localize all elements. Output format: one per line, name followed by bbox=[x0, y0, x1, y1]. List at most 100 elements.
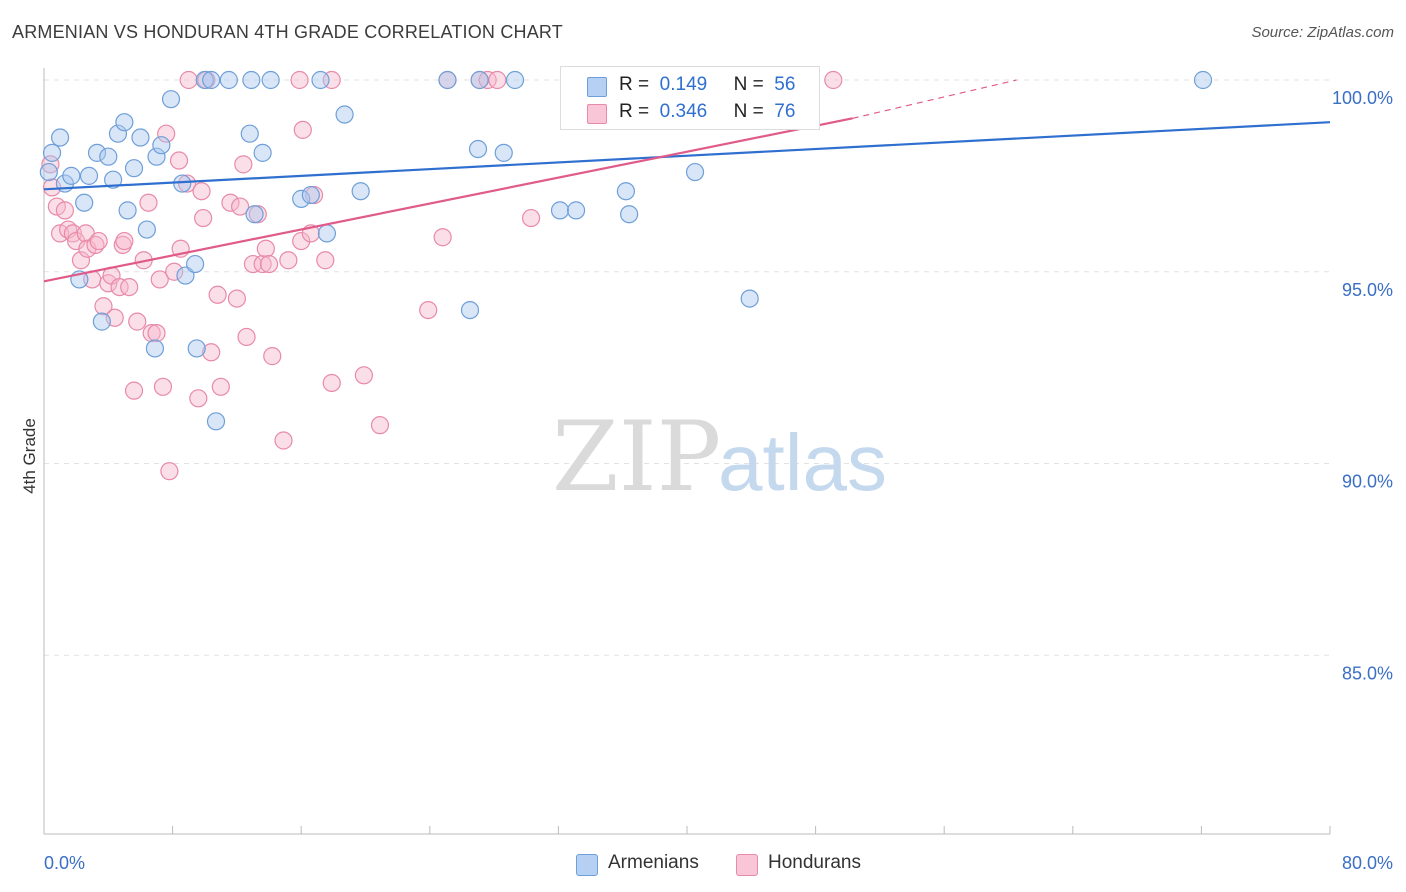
trend-lines bbox=[43, 79, 1331, 283]
armenians-point bbox=[195, 70, 214, 90]
bottom-legend-swatch-armenians bbox=[576, 854, 598, 876]
armenians-point bbox=[186, 254, 205, 274]
armenians-point bbox=[351, 182, 370, 201]
hondurans-point bbox=[179, 70, 198, 90]
legend-r-value-armenians: 0.149 bbox=[659, 74, 708, 95]
hondurans-point bbox=[194, 208, 213, 228]
hondurans-point bbox=[316, 251, 335, 270]
hondurans-point bbox=[279, 251, 298, 270]
hondurans-point bbox=[234, 155, 253, 174]
armenians-point bbox=[301, 185, 320, 205]
legend-n-label: N = bbox=[733, 74, 764, 95]
armenians-point bbox=[108, 124, 128, 143]
hondurans-point bbox=[202, 343, 221, 362]
hondurans-point bbox=[243, 254, 263, 274]
armenians-point bbox=[115, 113, 134, 132]
hondurans-trend-line bbox=[43, 117, 853, 283]
y-tick-label: 90.0% bbox=[1342, 472, 1393, 492]
hondurans-point bbox=[293, 120, 312, 139]
hondurans-point bbox=[41, 155, 60, 174]
hondurans-point bbox=[169, 151, 189, 170]
hondurans-point bbox=[433, 228, 452, 247]
hondurans-point bbox=[142, 324, 161, 343]
x-tick-label-min: 0.0% bbox=[44, 853, 85, 873]
armenians-point bbox=[173, 174, 192, 193]
bottom-legend-label-hondurans: Hondurans bbox=[768, 852, 861, 873]
legend-r-label: R = bbox=[619, 74, 650, 95]
armenians-point bbox=[104, 170, 123, 189]
hondurans-point bbox=[160, 462, 179, 481]
armenians-point bbox=[118, 201, 137, 220]
hondurans-point bbox=[177, 174, 197, 193]
legend-swatch-armenians bbox=[587, 77, 607, 97]
armenians-point bbox=[505, 70, 525, 90]
hondurans-point bbox=[120, 277, 139, 297]
hondurans-point bbox=[231, 197, 250, 216]
chart-title: ARMENIAN VS HONDURAN 4TH GRADE CORRELATI… bbox=[12, 22, 563, 42]
armenians-point bbox=[92, 312, 111, 331]
legend-swatch-hondurans bbox=[587, 104, 607, 124]
hondurans-point bbox=[237, 327, 256, 347]
hondurans-point bbox=[157, 124, 176, 143]
armenians-point bbox=[124, 159, 144, 178]
armenians-trend-line bbox=[43, 121, 1331, 191]
hondurans-point bbox=[370, 416, 390, 435]
legend-n-value-armenians: 56 bbox=[774, 74, 796, 95]
armenians-point bbox=[468, 139, 488, 159]
armenians-point bbox=[317, 224, 337, 243]
armenians-point bbox=[253, 143, 272, 162]
hondurans-point bbox=[165, 262, 184, 281]
hondurans-point bbox=[488, 70, 507, 90]
armenians-point bbox=[261, 70, 280, 90]
armenians-point bbox=[550, 201, 570, 220]
watermark-atlas: atlas bbox=[718, 418, 887, 507]
hondurans-point bbox=[253, 254, 272, 274]
armenians-point bbox=[39, 162, 58, 182]
y-axis-label: 4th Grade bbox=[20, 418, 39, 494]
hondurans-point bbox=[147, 324, 166, 343]
armenians-point bbox=[242, 70, 261, 90]
hondurans-point bbox=[71, 251, 91, 270]
armenians-point bbox=[240, 124, 259, 143]
watermark: ZIP atlas bbox=[552, 401, 887, 513]
armenians-point bbox=[152, 136, 171, 155]
armenians-point bbox=[460, 301, 480, 320]
armenians-point bbox=[137, 220, 156, 239]
hondurans-point bbox=[153, 377, 173, 396]
watermark-zip: ZIP bbox=[552, 401, 721, 513]
hondurans-point bbox=[256, 239, 275, 258]
y-tick-label: 95.0% bbox=[1342, 280, 1393, 300]
y-tick-label: 85.0% bbox=[1342, 663, 1393, 683]
hondurans-point bbox=[94, 297, 113, 316]
hondurans-point bbox=[274, 431, 293, 450]
legend-box: R = 0.149 N = 56 R = 0.346 N = 76 bbox=[560, 66, 820, 130]
x-ticks bbox=[43, 826, 1331, 834]
armenians-point bbox=[438, 70, 457, 90]
hondurans-point bbox=[322, 373, 341, 393]
hondurans-point bbox=[824, 70, 843, 90]
hondurans-point bbox=[419, 301, 438, 320]
x-tick-label-max: 80.0% bbox=[1342, 853, 1393, 873]
legend-r-label: R = bbox=[619, 101, 650, 122]
hondurans-point bbox=[150, 270, 169, 289]
hondurans-point bbox=[354, 366, 373, 385]
armenians-point bbox=[685, 162, 705, 182]
armenians-point bbox=[616, 182, 636, 201]
y-tick-labels: 100.0% 95.0% 90.0% 85.0% bbox=[1332, 88, 1393, 683]
source-label: Source: ZipAtlas.com bbox=[1251, 24, 1394, 41]
hondurans-point bbox=[227, 289, 246, 308]
armenians-point bbox=[147, 147, 166, 166]
armenians-point bbox=[1193, 70, 1213, 90]
armenians-point bbox=[99, 147, 118, 166]
armenians-point bbox=[311, 70, 330, 90]
hondurans-point bbox=[128, 312, 147, 331]
hondurans-point bbox=[259, 254, 279, 274]
armenians-point bbox=[470, 70, 489, 90]
hondurans-point bbox=[290, 70, 309, 90]
armenians-point bbox=[145, 339, 165, 358]
hondurans-point bbox=[521, 208, 541, 228]
hondurans-point bbox=[208, 285, 227, 304]
armenians-point bbox=[75, 193, 94, 212]
hondurans-point bbox=[110, 277, 129, 297]
